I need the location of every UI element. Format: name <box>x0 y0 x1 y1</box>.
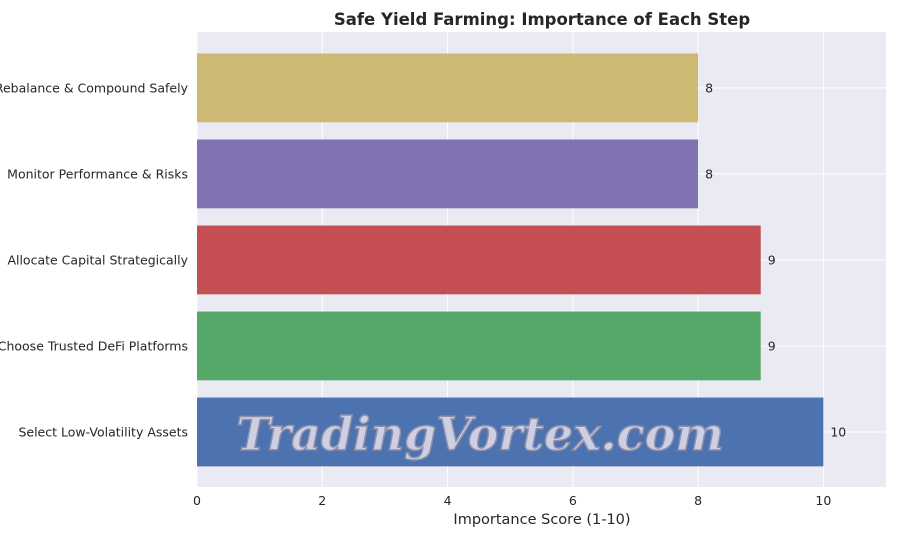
x-tick-label: 2 <box>318 493 326 508</box>
data-label: 9 <box>768 252 776 267</box>
x-tick-label: 8 <box>694 493 702 508</box>
data-label: 8 <box>705 80 713 95</box>
bar <box>197 311 761 381</box>
y-tick-label: Choose Trusted DeFi Platforms <box>0 338 188 353</box>
watermark-logo: TradingVortex.com <box>236 407 724 461</box>
data-labels: 10 9 9 8 8 <box>705 80 846 439</box>
bar <box>197 397 824 467</box>
bar <box>197 225 761 295</box>
x-axis-label: Importance Score (1-10) <box>453 512 630 528</box>
data-label: 10 <box>830 424 846 439</box>
bar <box>197 53 699 123</box>
x-tick-label: 0 <box>193 493 201 508</box>
y-tick-label: Rebalance & Compound Safely <box>0 80 189 95</box>
bar <box>197 139 699 209</box>
y-tick-label: Select Low-Volatility Assets <box>18 424 188 439</box>
data-label: 8 <box>705 166 713 181</box>
bars <box>197 53 824 467</box>
y-tick-label: Allocate Capital Strategically <box>7 252 188 267</box>
data-label: 9 <box>768 338 776 353</box>
y-tick-label: Monitor Performance & Risks <box>7 166 188 181</box>
x-tick-label: 10 <box>815 493 831 508</box>
x-tick-label: 6 <box>569 493 577 508</box>
x-tick-label: 4 <box>444 493 452 508</box>
x-tick-labels: 0 2 4 6 8 10 <box>193 493 831 508</box>
y-tick-labels: Select Low-Volatility Assets Choose Trust… <box>0 80 189 439</box>
chart-title: Safe Yield Farming: Importance of Each S… <box>334 10 750 29</box>
